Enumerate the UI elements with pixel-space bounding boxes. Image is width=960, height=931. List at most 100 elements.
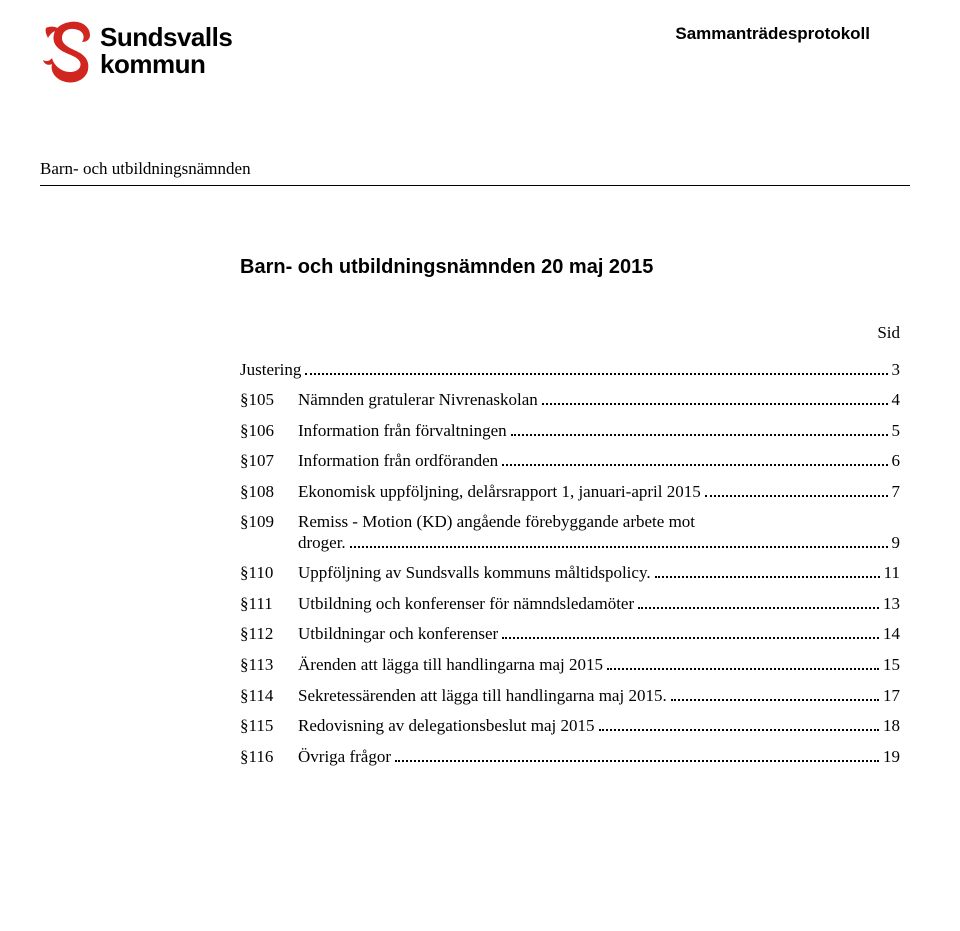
toc-leader [655,563,880,579]
header: Sundsvalls kommun Sammanträdesprotokoll [40,20,900,89]
toc-leader [502,451,887,467]
toc-label: Uppföljning av Sundsvalls kommuns måltid… [298,563,651,583]
toc-section: §113 [240,655,298,675]
dragon-icon [40,20,94,89]
toc-section: §106 [240,421,298,441]
toc-section: §105 [240,390,298,410]
toc-page: 17 [883,686,900,706]
toc-text: Justering 3 [240,359,900,380]
toc-text: Information från förvaltningen 5 [298,420,900,441]
toc-section: §108 [240,482,298,502]
toc-row: §110Uppföljning av Sundsvalls kommuns må… [240,563,900,584]
toc-leader [305,359,887,375]
toc-row: §107Information från ordföranden 6 [240,451,900,472]
page-column-header: Sid [240,323,900,343]
toc-label: Utbildning och konferenser för nämndsled… [298,594,634,614]
toc-page: 19 [883,747,900,767]
logo-line1: Sundsvalls [100,24,232,51]
toc-page: 6 [892,451,901,471]
toc-label: Information från ordföranden [298,451,498,471]
toc-row: §105Nämnden gratulerar Nivrenaskolan 4 [240,390,900,411]
document-type: Sammanträdesprotokoll [675,20,900,44]
toc-row: §111Utbildning och konferenser för nämnd… [240,593,900,614]
logo-line2: kommun [100,51,232,78]
toc-row: §112Utbildningar och konferenser 14 [240,624,900,645]
toc-leader [350,532,888,548]
toc-row: §109Remiss - Motion (KD) angående föreby… [240,512,900,553]
toc-leader [671,685,879,701]
toc-line-last: Sekretessärenden att lägga till handling… [298,685,900,706]
toc-section: §111 [240,594,298,614]
toc-page: 15 [883,655,900,675]
toc-section: §109 [240,512,298,532]
toc-text: Remiss - Motion (KD) angående förebyggan… [298,512,900,553]
toc-page: 3 [892,360,901,380]
toc-page: 5 [892,421,901,441]
toc-text: Ekonomisk uppföljning, delårsrapport 1, … [298,481,900,502]
committee-name: Barn- och utbildningsnämnden [40,159,910,186]
toc-leader [705,481,888,497]
page: Sundsvalls kommun Sammanträdesprotokoll … [0,0,960,931]
logo-text: Sundsvalls kommun [100,20,232,79]
toc-text: Uppföljning av Sundsvalls kommuns måltid… [298,563,900,584]
toc-page: 18 [883,716,900,736]
toc-line-last: Ekonomisk uppföljning, delårsrapport 1, … [298,481,900,502]
toc-row: §115Redovisning av delegationsbeslut maj… [240,716,900,737]
toc-line: Remiss - Motion (KD) angående förebyggan… [298,512,900,532]
toc-row: §106Information från förvaltningen 5 [240,420,900,441]
toc-section: §107 [240,451,298,471]
toc-leader [395,746,879,762]
toc-line-last: Utbildningar och konferenser 14 [298,624,900,645]
toc-leader [638,593,879,609]
toc-leader [511,420,888,436]
toc-row: §108Ekonomisk uppföljning, delårsrapport… [240,481,900,502]
toc-line-last: Ärenden att lägga till handlingarna maj … [298,654,900,675]
body: Barn- och utbildningsnämnden 20 maj 2015… [240,256,900,767]
toc-leader [599,716,879,732]
toc-page: 9 [892,533,901,553]
toc-page: 14 [883,624,900,644]
toc-page: 11 [884,563,900,583]
toc-label: Utbildningar och konferenser [298,624,498,644]
meeting-title: Barn- och utbildningsnämnden 20 maj 2015 [240,256,900,279]
toc-line-last: Redovisning av delegationsbeslut maj 201… [298,716,900,737]
toc-section: §114 [240,686,298,706]
toc-section: §116 [240,747,298,767]
toc-label: Sekretessärenden att lägga till handling… [298,686,667,706]
toc-text: Utbildning och konferenser för nämndsled… [298,593,900,614]
toc-label: droger. [298,533,346,553]
toc-text: Information från ordföranden 6 [298,451,900,472]
toc-label: Nämnden gratulerar Nivrenaskolan [298,390,538,410]
toc-page: 7 [892,482,901,502]
toc-line-last: Uppföljning av Sundsvalls kommuns måltid… [298,563,900,584]
toc-text: Övriga frågor 19 [298,746,900,767]
table-of-contents: Justering 3 §105Nämnden gratulerar Nivre… [240,359,900,767]
toc-line-last: Nämnden gratulerar Nivrenaskolan 4 [298,390,900,411]
toc-text: Redovisning av delegationsbeslut maj 201… [298,716,900,737]
toc-section: §112 [240,624,298,644]
municipality-logo: Sundsvalls kommun [40,20,232,89]
toc-section: §110 [240,563,298,583]
toc-section: §115 [240,716,298,736]
toc-page: 13 [883,594,900,614]
toc-leader [542,390,888,406]
toc-line-last: Utbildning och konferenser för nämndsled… [298,593,900,614]
toc-row: §116Övriga frågor 19 [240,746,900,767]
toc-label: Ekonomisk uppföljning, delårsrapport 1, … [298,482,701,502]
toc-justering-row: Justering 3 [240,359,900,380]
toc-label: Information från förvaltningen [298,421,507,441]
toc-label: Justering [240,360,301,380]
toc-line-last: droger. 9 [298,532,900,553]
toc-text: Ärenden att lägga till handlingarna maj … [298,654,900,675]
toc-page: 4 [892,390,901,410]
toc-line-last: Information från ordföranden 6 [298,451,900,472]
toc-line-last: Information från förvaltningen 5 [298,420,900,441]
toc-text: Nämnden gratulerar Nivrenaskolan 4 [298,390,900,411]
toc-row: §113Ärenden att lägga till handlingarna … [240,654,900,675]
toc-text: Sekretessärenden att lägga till handling… [298,685,900,706]
toc-leader [607,654,879,670]
toc-line-last: Övriga frågor 19 [298,746,900,767]
toc-label: Ärenden att lägga till handlingarna maj … [298,655,603,675]
toc-leader [502,624,879,640]
toc-label: Övriga frågor [298,747,391,767]
